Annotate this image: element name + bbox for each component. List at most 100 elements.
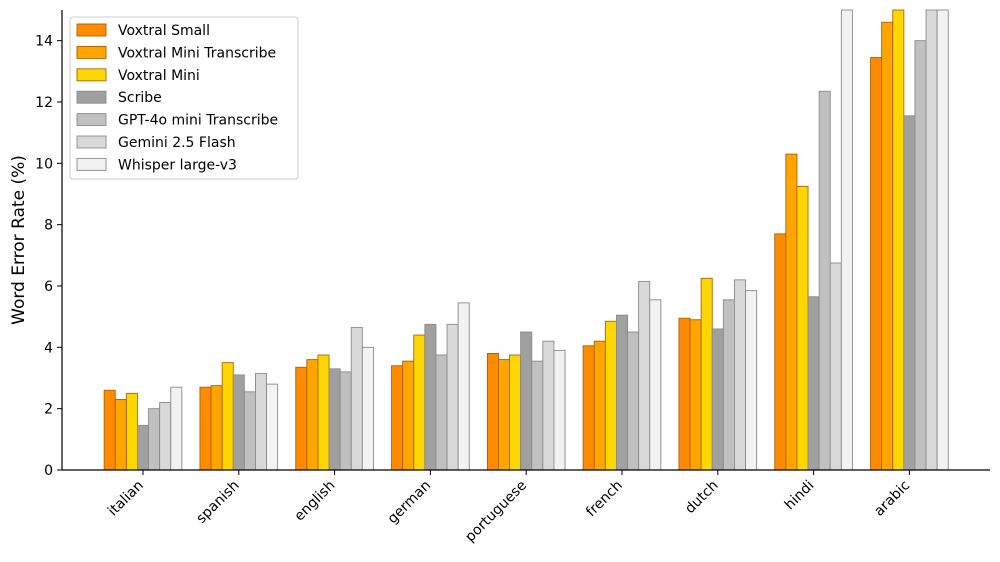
x-tick-label-arabic: arabic: [871, 478, 913, 520]
legend: Voxtral Small Voxtral Mini Transcribe Voxt…: [69, 16, 299, 180]
y-tick-label: 14: [35, 34, 53, 50]
bar-hindi-voxtral-mini-transcribe: [785, 153, 798, 471]
bar-portuguese-voxtral-mini-transcribe: [498, 359, 511, 471]
bar-hindi-gemini-2-5-flash: [829, 262, 842, 471]
bar-french-whisper-large-v3: [649, 299, 662, 471]
bar-arabic-gpt-4o-mini-transcribe: [914, 40, 927, 471]
legend-swatch: [76, 68, 107, 82]
legend-swatch: [76, 23, 107, 37]
x-tick-label-italian: italian: [105, 478, 147, 520]
legend-label: Voxtral Mini: [118, 68, 200, 84]
bar-french-gpt-4o-mini-transcribe: [627, 331, 640, 471]
legend-frame: [69, 16, 299, 180]
x-tick-label-portuguese: portuguese: [462, 478, 530, 546]
bar-german-voxtral-mini: [413, 334, 426, 471]
bar-portuguese-gpt-4o-mini-transcribe: [531, 360, 544, 471]
y-tick-label: 8: [44, 218, 53, 234]
bar-spanish-gpt-4o-mini-transcribe: [243, 391, 256, 471]
bar-arabic-voxtral-mini-transcribe: [881, 21, 894, 471]
bar-german-scribe: [424, 323, 437, 471]
y-tick-label: 10: [35, 156, 53, 172]
legend-label: Voxtral Small: [118, 23, 210, 39]
y-tick-label: 4: [44, 340, 53, 356]
bar-portuguese-voxtral-small: [486, 353, 499, 471]
bar-italian-voxtral-mini-transcribe: [114, 399, 127, 471]
bar-dutch-voxtral-mini: [700, 277, 713, 471]
bar-italian-whisper-large-v3: [170, 386, 183, 471]
bar-portuguese-gemini-2-5-flash: [542, 340, 555, 471]
bar-hindi-whisper-large-v3: [840, 9, 853, 471]
bar-italian-voxtral-mini: [125, 392, 138, 471]
bar-spanish-scribe: [232, 374, 245, 471]
bar-hindi-voxtral-small: [774, 233, 787, 471]
x-tick-label-spanish: spanish: [193, 478, 242, 527]
x-tick-label-english: english: [292, 478, 339, 525]
x-tick-label-dutch: dutch: [682, 478, 721, 517]
bar-german-gemini-2-5-flash: [446, 323, 459, 471]
x-tick-label-german: german: [385, 478, 435, 528]
bar-portuguese-voxtral-mini: [509, 354, 522, 471]
bar-arabic-voxtral-small: [870, 57, 883, 471]
bar-dutch-gemini-2-5-flash: [734, 279, 747, 471]
bar-dutch-whisper-large-v3: [745, 290, 758, 471]
bar-dutch-gpt-4o-mini-transcribe: [722, 299, 735, 471]
bar-french-voxtral-mini-transcribe: [593, 340, 606, 471]
bar-italian-scribe: [136, 425, 149, 471]
bar-arabic-scribe: [903, 115, 916, 471]
bar-portuguese-scribe: [520, 331, 533, 471]
legend-label: Scribe: [118, 90, 162, 106]
bar-english-whisper-large-v3: [361, 346, 374, 471]
bar-german-voxtral-small: [391, 365, 404, 471]
legend-swatch: [76, 135, 107, 149]
legend-label: Gemini 2.5 Flash: [118, 135, 236, 151]
legend-label: Whisper large-v3: [118, 157, 237, 173]
bar-italian-voxtral-small: [103, 389, 116, 471]
bar-hindi-gpt-4o-mini-transcribe: [818, 90, 831, 471]
bar-spanish-voxtral-small: [199, 386, 212, 471]
bar-italian-gpt-4o-mini-transcribe: [148, 408, 161, 471]
y-axis-title: Word Error Rate (%): [9, 155, 29, 325]
bar-french-scribe: [616, 314, 629, 471]
bar-english-voxtral-mini: [317, 354, 330, 471]
bar-french-voxtral-mini: [604, 320, 617, 471]
x-axis-ticks: italian spanish english german portuguese fre…: [105, 470, 913, 545]
bar-spanish-voxtral-mini: [221, 362, 234, 471]
bar-portuguese-whisper-large-v3: [553, 349, 566, 471]
legend-items: Voxtral Small Voxtral Mini Transcribe Voxt…: [76, 23, 278, 173]
bar-series: [103, 9, 949, 471]
bar-dutch-voxtral-mini-transcribe: [689, 319, 702, 471]
y-tick-label: 2: [44, 402, 53, 418]
bar-arabic-whisper-large-v3: [936, 9, 949, 471]
bar-german-gpt-4o-mini-transcribe: [435, 354, 448, 471]
legend-swatch: [76, 113, 107, 127]
bar-french-gemini-2-5-flash: [638, 280, 651, 471]
bar-spanish-whisper-large-v3: [266, 383, 279, 471]
bar-french-voxtral-small: [582, 345, 595, 471]
y-tick-label: 12: [35, 95, 53, 111]
bar-hindi-voxtral-mini: [796, 185, 809, 471]
legend-swatch: [76, 157, 107, 171]
bar-english-voxtral-mini-transcribe: [306, 359, 319, 471]
bar-spanish-voxtral-mini-transcribe: [210, 385, 223, 471]
bar-english-gpt-4o-mini-transcribe: [339, 371, 352, 471]
x-tick-label-french: french: [583, 478, 626, 521]
bar-arabic-voxtral-mini: [892, 9, 905, 471]
bar-arabic-gemini-2-5-flash: [925, 9, 938, 471]
bar-dutch-voxtral-small: [678, 317, 691, 471]
bar-english-gemini-2-5-flash: [350, 326, 363, 471]
bar-dutch-scribe: [711, 328, 724, 471]
legend-label: GPT-4o mini Transcribe: [118, 113, 278, 129]
y-axis-ticks: 0 2 4 6 8 10 12 14: [35, 34, 62, 479]
bar-german-voxtral-mini-transcribe: [402, 360, 415, 471]
bar-hindi-scribe: [807, 296, 820, 471]
legend-swatch: [76, 45, 107, 59]
legend-swatch: [76, 90, 107, 104]
bar-spanish-gemini-2-5-flash: [254, 372, 267, 471]
y-tick-label: 0: [44, 463, 53, 479]
bar-english-voxtral-small: [295, 366, 308, 471]
legend-label: Voxtral Mini Transcribe: [118, 45, 276, 61]
x-tick-label-hindi: hindi: [782, 478, 818, 514]
y-tick-label: 6: [44, 279, 53, 295]
bar-italian-gemini-2-5-flash: [159, 402, 172, 471]
